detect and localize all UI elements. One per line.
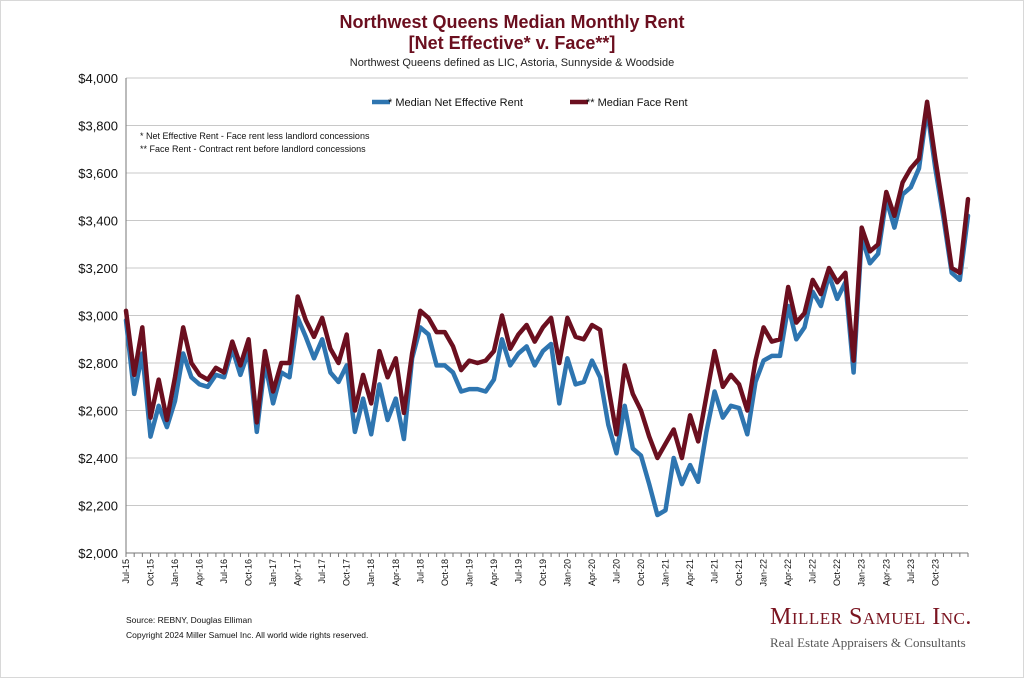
company-tagline: Real Estate Appraisers & Consultants [770,635,966,650]
y-tick-label: $2,000 [78,546,118,561]
x-tick-label: Apr-18 [391,559,401,586]
x-tick-label: Jan-18 [366,559,376,587]
x-tick-label: Jul-22 [808,559,818,584]
x-tick-label: Jan-21 [661,559,671,587]
x-tick-label: Oct-20 [636,559,646,586]
y-tick-label: $3,200 [78,261,118,276]
x-tick-label: Jan-17 [268,559,278,587]
x-tick-label: Oct-21 [734,559,744,586]
x-tick-label: Apr-17 [293,559,303,586]
x-tick-label: Jul-18 [415,559,425,584]
x-tick-label: Jan-19 [464,559,474,587]
note-net-effective: * Net Effective Rent - Face rent less la… [140,131,370,141]
chart-title-line2: [Net Effective* v. Face**] [408,33,616,53]
x-tick-label: Jul-15 [121,559,131,584]
x-tick-label: Jan-16 [170,559,180,587]
series-line-net-effective [123,106,971,518]
x-tick-label: Jan-22 [759,559,769,587]
x-tick-label: Oct-16 [244,559,254,586]
x-tick-label: Jan-20 [562,559,572,587]
x-tick-label: Oct-17 [342,559,352,586]
x-tick-label: Oct-15 [146,559,156,586]
x-tick-label: Oct-19 [538,559,548,586]
x-tick-label: Oct-23 [930,559,940,586]
y-tick-label: $3,800 [78,119,118,134]
series-line-face-rent [123,99,971,461]
x-tick-label: Jul-16 [219,559,229,584]
y-tick-label: $2,600 [78,404,118,419]
x-tick-label: Jul-21 [710,559,720,584]
note-face-rent: ** Face Rent - Contract rent before land… [140,144,366,154]
x-tick-label: Apr-19 [489,559,499,586]
y-tick-label: $4,000 [78,71,118,86]
company-logo: Miller Samuel Inc. [770,604,972,630]
copyright-note: Copyright 2024 Miller Samuel Inc. All wo… [126,630,369,640]
x-tick-label: Apr-16 [195,559,205,586]
x-tick-label: Apr-23 [881,559,891,586]
legend-label-face-rent: ** Median Face Rent [586,97,688,109]
chart-title: Northwest Queens Median Monthly Rent [339,12,685,32]
x-tick-label: Apr-21 [685,559,695,586]
y-tick-label: $2,800 [78,356,118,371]
y-tick-label: $3,400 [78,214,118,229]
x-tick-label: Jul-17 [317,559,327,584]
y-tick-label: $3,000 [78,309,118,324]
y-tick-label: $3,600 [78,166,118,181]
chart-subtitle: Northwest Queens defined as LIC, Astoria… [349,57,675,69]
x-tick-label: Apr-20 [587,559,597,586]
x-tick-label: Jul-19 [513,559,523,584]
legend-label-net-effective: * Median Net Effective Rent [388,97,523,109]
x-tick-label: Jul-23 [906,559,916,584]
x-tick-label: Jul-20 [611,559,621,584]
x-tick-label: Oct-22 [832,559,842,586]
y-tick-label: $2,200 [78,499,118,514]
x-tick-label: Jan-23 [857,559,867,587]
x-tick-label: Oct-18 [440,559,450,586]
x-tick-label: Apr-22 [783,559,793,586]
y-tick-label: $2,400 [78,451,118,466]
source-note: Source: REBNY, Douglas Elliman [126,615,252,625]
